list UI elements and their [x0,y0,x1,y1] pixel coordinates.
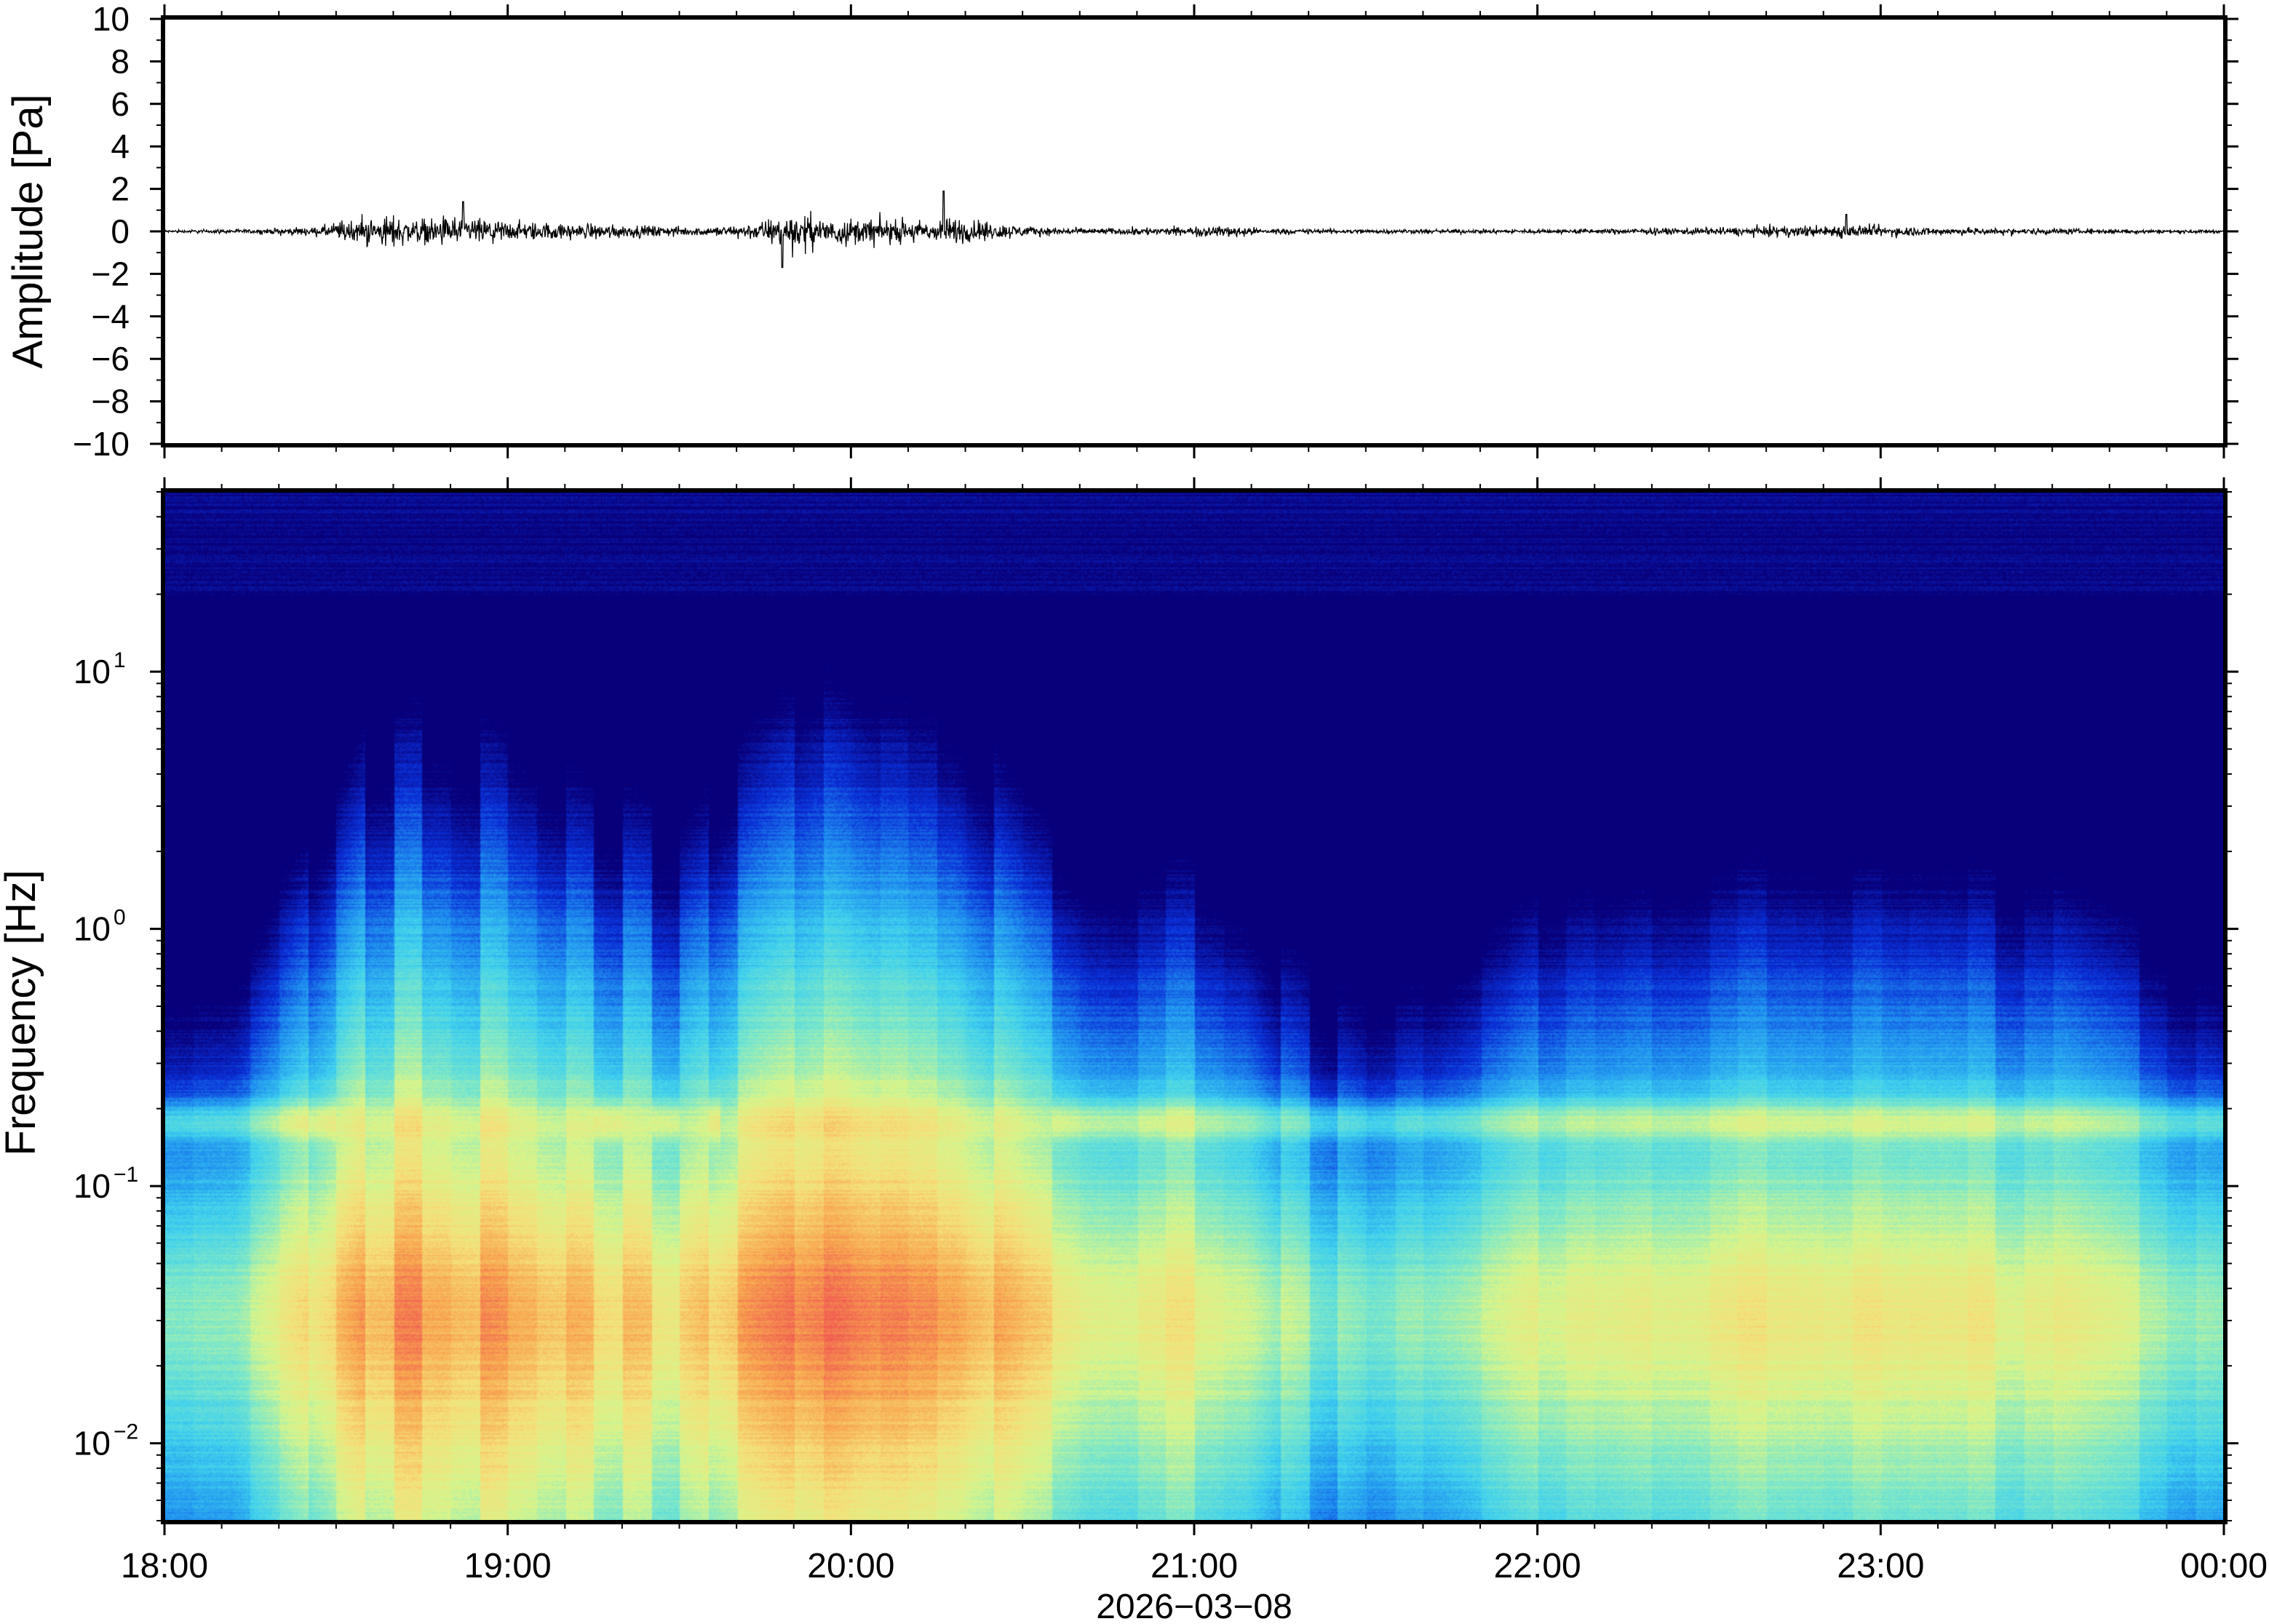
waveform-trace [164,190,2225,268]
amplitude-tick-label: −6 [92,340,130,378]
time-tick-label: 21:00 [1151,1547,1238,1585]
amplitude-tick-label: 10 [92,0,130,38]
frequency-tick-exponent: −1 [114,1163,138,1187]
frequency-tick-label: 10 [73,1167,111,1205]
time-tick-label: 18:00 [121,1547,208,1585]
frequency-tick-exponent: 0 [114,906,126,930]
waveform-ticks [150,4,2238,458]
time-tick-label: 00:00 [2180,1547,2268,1585]
time-tick-label: 20:00 [807,1547,894,1585]
amplitude-tick-label: −10 [73,425,130,463]
amplitude-tick-label: 2 [111,170,130,208]
time-axis-labels: 18:00 19:00 20:00 21:00 22:00 23:00 00:00 [121,1547,2268,1585]
amplitude-tick-label: 6 [111,85,130,123]
amplitude-tick-label: 4 [111,127,130,165]
amplitude-tick-label: −2 [92,255,130,292]
amplitude-tick-label: −4 [92,298,130,335]
waveform-y-tick-labels: 10 8 6 4 2 0 −2 −4 −6 −8 −10 [73,0,130,463]
spectrogram-y-axis-label: Frequency [Hz] [0,869,44,1155]
frequency-tick-label: 10 [73,910,111,948]
amplitude-tick-label: 8 [111,42,130,80]
frequency-tick-exponent: −2 [114,1420,138,1444]
spectrogram-heatmap [164,492,2224,1521]
waveform-panel: 10 8 6 4 2 0 −2 −4 −6 −8 −10 Amplitude [Pa] [4,0,2238,463]
spectrogram-ticks [150,477,2238,1535]
spectrogram-frame [161,488,2228,1524]
time-tick-label: 19:00 [464,1547,552,1585]
time-tick-label: 22:00 [1494,1547,1581,1585]
frequency-tick-label: 10 [73,653,111,690]
amplitude-tick-label: 0 [111,212,130,250]
time-tick-label: 23:00 [1837,1547,1924,1585]
amplitude-tick-label: −8 [92,383,130,421]
waveform-y-axis-label: Amplitude [Pa] [4,94,52,368]
frequency-tick-label: 10 [73,1425,111,1462]
frequency-tick-exponent: 1 [114,648,126,672]
date-label: 2026−03−08 [1096,1588,1292,1624]
